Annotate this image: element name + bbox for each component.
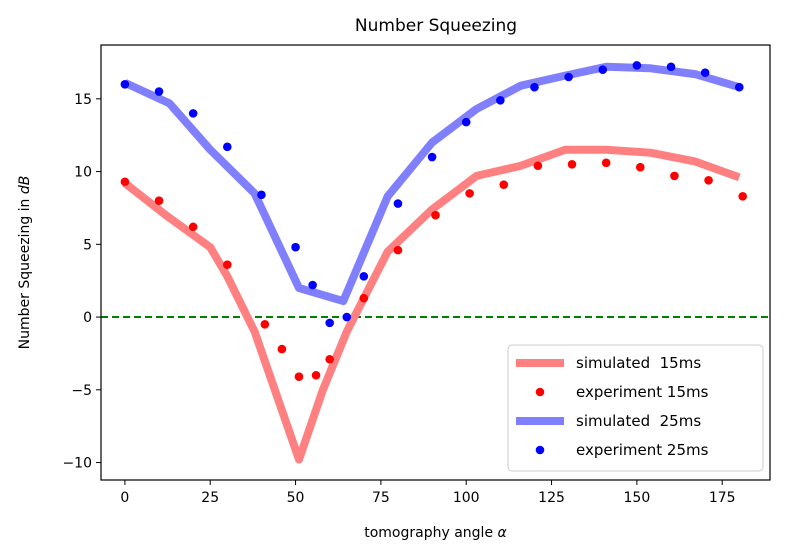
series-3-point-13 (496, 95, 505, 105)
y-tick-label-3: 5 (83, 237, 92, 253)
series-1-point-0 (120, 177, 130, 187)
series-3-point-5 (291, 242, 300, 252)
series-3-point-9 (359, 272, 369, 281)
series-3-point-16 (598, 65, 608, 75)
series-3-point-6 (308, 280, 317, 290)
x-axis-label-text: tomography angle (364, 525, 497, 541)
y-tick-label-2: 0 (83, 310, 92, 326)
series-1-point-3 (222, 260, 232, 269)
x-axis-label-symbol: α (498, 525, 508, 541)
series-3-point-4 (257, 190, 266, 200)
y-axis-label-unit: dB (17, 176, 33, 195)
series-1-point-15 (567, 159, 577, 169)
y-axis-label: Number Squeezing in dB (17, 176, 33, 350)
y-axis-label-text: Number Squeezing in (17, 194, 33, 349)
series-3-point-19 (700, 68, 710, 77)
series-3-point-10 (393, 199, 403, 208)
series-1-point-16 (601, 158, 611, 168)
series-3-point-3 (222, 142, 232, 152)
series-1-point-19 (704, 176, 713, 185)
x-tick-label-6: 150 (624, 490, 651, 506)
legend-label-0: simulated 15ms (576, 354, 701, 372)
series-3-point-7 (325, 318, 334, 328)
axes-frame (100, 44, 771, 481)
series-3-point-12 (461, 117, 471, 127)
x-tick-label-2: 50 (287, 490, 305, 506)
legend-label-1: experiment 15ms (576, 383, 709, 401)
series-1-point-13 (499, 180, 509, 189)
x-tick-label-5: 125 (538, 490, 565, 506)
series-1-point-7 (311, 370, 321, 380)
series-line-0 (122, 145, 741, 464)
legend-box (507, 344, 764, 472)
series-3-point-2 (188, 109, 198, 118)
x-axis-label: tomography angle α (364, 525, 507, 541)
x-tick-label-3: 75 (372, 490, 390, 506)
series-3-point-20 (734, 82, 744, 92)
series-1-point-2 (188, 222, 198, 232)
chart-title: Number Squeezing (355, 16, 517, 36)
series-1-point-18 (670, 171, 679, 181)
axis-ticks: 0 25 50 75 100 125 150 175 −10 −5 0 5 10 15 (62, 92, 735, 506)
x-tick-label-7: 175 (709, 490, 736, 506)
legend-label-3: experiment 25ms (576, 441, 709, 459)
y-tick-label-1: −5 (71, 383, 92, 399)
y-tick-label-4: 10 (74, 165, 92, 181)
series-3-point-1 (154, 87, 164, 96)
legend-swatch-1 (535, 387, 545, 397)
plot-area (101, 61, 770, 464)
series-3-point-8 (342, 312, 352, 322)
legend-label-2: simulated 25ms (576, 412, 701, 430)
series-1-point-9 (359, 293, 369, 303)
y-tick-label-0: −10 (62, 456, 92, 472)
series-3-point-17 (632, 61, 642, 70)
series-1-point-14 (533, 161, 543, 171)
legend-swatch-3 (535, 445, 545, 455)
series-1-point-10 (393, 245, 403, 255)
legend: simulated 15ms experiment 15ms simulated 2… (507, 344, 764, 472)
series-3-point-15 (564, 72, 573, 82)
series-3-point-14 (530, 82, 539, 92)
x-tick-label-1: 25 (201, 490, 219, 506)
series-1-point-11 (431, 210, 440, 220)
series-1-point-20 (738, 192, 747, 201)
series-1-point-8 (325, 354, 334, 364)
series-1-point-1 (154, 196, 164, 205)
series-3-point-0 (120, 79, 130, 89)
series-1-point-5 (277, 344, 287, 354)
x-tick-label-0: 0 (120, 490, 129, 506)
series-1-point-12 (465, 189, 474, 198)
series-1-point-4 (260, 320, 270, 329)
series-3-point-11 (427, 152, 437, 162)
series-1-point-6 (294, 372, 304, 382)
series-3-point-18 (666, 62, 676, 72)
x-tick-label-4: 100 (453, 490, 480, 506)
series-1-point-17 (635, 162, 645, 172)
y-tick-label-5: 15 (74, 92, 92, 108)
